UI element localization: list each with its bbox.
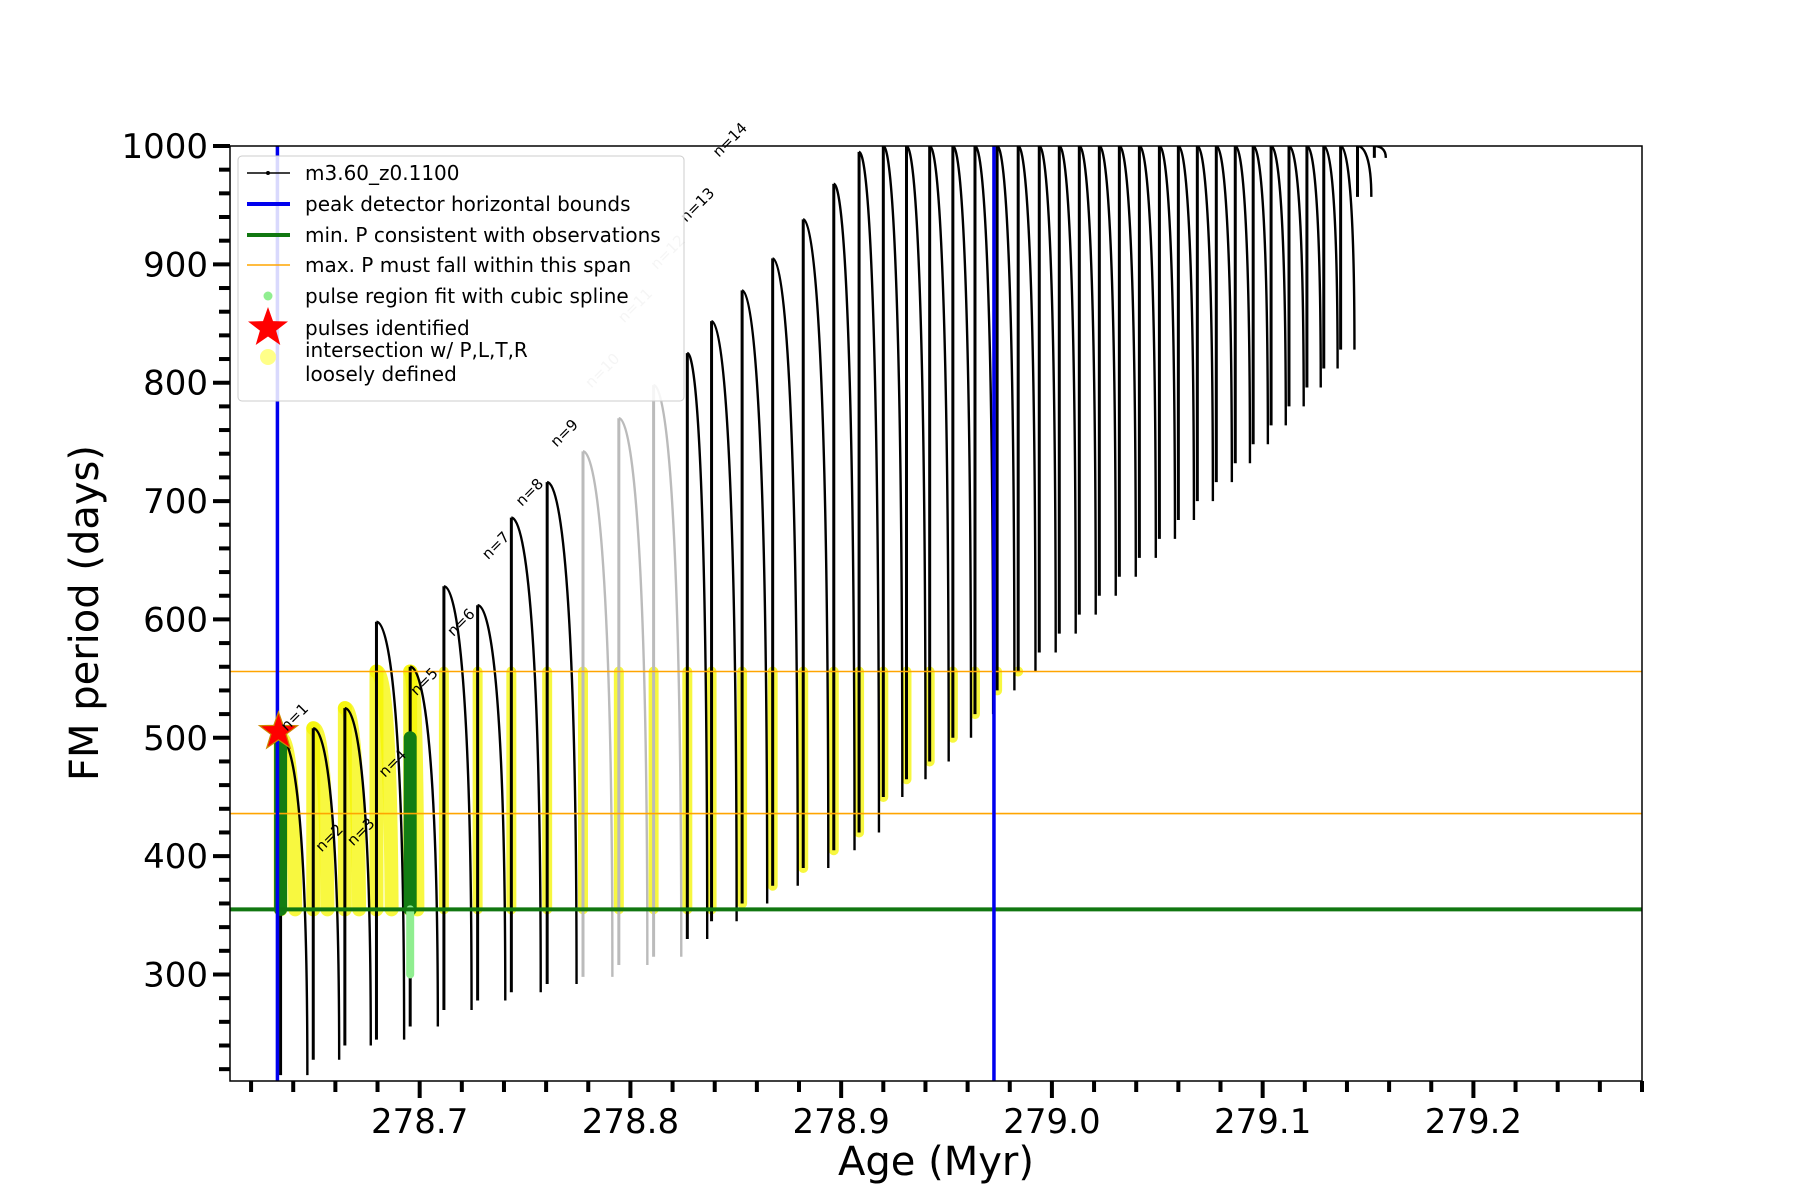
pulse-decay	[1038, 146, 1057, 653]
pulse-decay	[1118, 146, 1137, 577]
pulse-decay	[477, 604, 507, 1001]
x-tick-label: 278.9	[792, 1102, 889, 1142]
pulse-decay	[1017, 146, 1037, 672]
y-tick-label: 400	[143, 837, 208, 877]
pulse-decay	[686, 351, 709, 939]
intersection-region	[369, 664, 399, 917]
pulse-decay	[376, 620, 406, 1040]
pulse-decay	[1270, 146, 1287, 426]
legend-label: max. P must fall within this span	[305, 253, 631, 277]
legend-label: min. P consistent with observations	[305, 223, 661, 247]
legend-swatch-marker	[266, 171, 270, 175]
pulse-decay	[1158, 146, 1177, 539]
pulse-decay	[802, 218, 830, 868]
y-tick-label: 700	[143, 482, 208, 522]
legend-box	[237, 155, 685, 402]
y-tick-label: 300	[143, 955, 208, 995]
pulse-decay	[711, 319, 738, 922]
x-tick-label: 279.2	[1425, 1102, 1522, 1142]
pulse-decay	[1234, 146, 1252, 464]
pulse-decay	[882, 146, 904, 797]
identified-pulse-star	[257, 710, 300, 750]
y-tick-label: 500	[143, 719, 208, 759]
pulse-decay	[741, 289, 769, 904]
pulse-decay	[510, 516, 542, 993]
pulse-decay	[1177, 146, 1196, 521]
x-tick-label: 279.0	[1003, 1102, 1100, 1142]
legend-label: loosely defined	[305, 362, 457, 386]
pulse-decay	[1357, 146, 1373, 197]
pulse-decay	[952, 146, 973, 738]
pulse-decay	[546, 480, 578, 984]
pulse-label: n=8	[512, 475, 547, 510]
pulse-label: n=9	[547, 416, 582, 451]
pulse-decay	[1306, 146, 1322, 388]
pulse-decay	[1215, 146, 1234, 483]
pulse-label: n=6	[443, 605, 478, 640]
pulse-label: n=7	[478, 528, 513, 563]
pulse-decay	[905, 146, 927, 780]
y-tick-label: 600	[143, 600, 208, 640]
x-tick-label: 278.8	[582, 1102, 679, 1142]
pulse-decay	[1196, 146, 1215, 502]
pulse-decay	[1323, 146, 1339, 369]
plot-frame	[229, 145, 1643, 1082]
intersection-region	[403, 664, 425, 917]
pulse-decay	[618, 417, 649, 966]
pulse-decay	[833, 182, 856, 851]
pulse-decay	[974, 146, 995, 715]
legend-label: pulse region fit with cubic spline	[305, 284, 629, 308]
y-axis-label: FM period (days)	[62, 445, 108, 781]
pulse-decay	[344, 706, 372, 1046]
pulse-decay	[312, 727, 341, 1060]
pulse-decay	[1078, 146, 1097, 615]
pulse-decay	[996, 146, 1016, 691]
legend-swatch-dot	[263, 291, 273, 301]
x-tick-label: 278.7	[371, 1102, 468, 1142]
pulse-label: n=14	[709, 119, 751, 161]
y-tick-label: 900	[143, 245, 208, 285]
pulse-decay	[1098, 146, 1117, 596]
y-tick-label: 1000	[121, 127, 208, 167]
legend-swatch-star	[248, 307, 288, 345]
pulse-decay	[772, 257, 799, 886]
pulse-decay	[1374, 146, 1388, 158]
pulse-decay	[1288, 146, 1305, 407]
legend-label: intersection w/ P,L,T,R	[305, 338, 528, 362]
plot-data-layer	[230, 146, 1642, 1081]
legend-label: pulses identified	[305, 316, 470, 340]
axis-ticks: 278.7 278.8 278.9 279.0 279.1 279.2 300 400 500 6…	[121, 127, 1644, 1142]
legend-label: peak detector horizontal bounds	[305, 192, 631, 216]
x-tick-label: 279.1	[1214, 1102, 1311, 1142]
pulse-decay	[1340, 146, 1356, 350]
legend-swatch-dot	[260, 349, 276, 365]
pulse-decay	[1058, 146, 1077, 634]
x-axis-label: Age (Myr)	[838, 1139, 1034, 1185]
y-tick-label: 800	[143, 364, 208, 404]
pulse-decay	[858, 150, 881, 833]
pulse-decay	[929, 146, 950, 762]
pulse-decay	[1138, 146, 1157, 558]
pulse-decay	[1252, 146, 1270, 445]
legend-label: m3.60_z0.1100	[305, 161, 460, 185]
pulse-decay	[443, 585, 473, 1010]
pulse-decay	[582, 450, 614, 977]
